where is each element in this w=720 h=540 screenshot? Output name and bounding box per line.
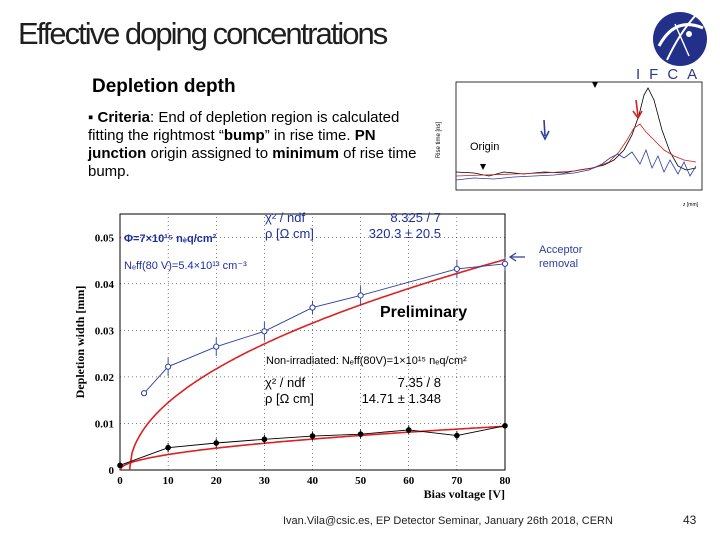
data-point	[357, 431, 364, 437]
fit-box-non-irradiated: χ² / ndf 7.35 / 8 ρ [Ω cm] 14.71 ± 1.348	[265, 375, 441, 407]
data-point	[453, 265, 460, 273]
x-tick-label: 10	[163, 475, 175, 487]
data-point	[405, 427, 412, 433]
plot-frame	[119, 213, 506, 471]
acceptor-arrow-icon	[508, 252, 525, 262]
data-point	[309, 433, 316, 439]
data-point	[454, 432, 460, 439]
acceptor-label-1: Acceptor	[539, 244, 583, 256]
data-point	[502, 422, 508, 429]
x-tick-label: 70	[451, 475, 463, 487]
y-tick-label: 0.02	[95, 372, 115, 384]
data-point	[261, 436, 268, 443]
x-axis-label: Bias voltage [V]	[424, 487, 505, 501]
data-point	[140, 390, 148, 397]
criteria-min: minimum	[272, 145, 339, 162]
data-point	[117, 462, 123, 469]
series-line	[143, 263, 506, 394]
y-tick-label: 0.03	[95, 325, 115, 337]
data-point	[501, 260, 509, 267]
data-point	[309, 304, 316, 311]
x-tick-label: 40	[307, 475, 319, 487]
inset-red-curve	[455, 123, 697, 177]
y-tick-label: 0.05	[95, 232, 115, 244]
inset-xlabel: z [mm]	[683, 202, 699, 208]
preliminary-label: Preliminary	[380, 304, 468, 321]
fit2-chi2-value: 7.35 / 8	[397, 375, 441, 390]
x-tick-label: 50	[355, 475, 367, 487]
inset-red-arrow-icon	[632, 99, 643, 120]
data-point	[357, 292, 364, 299]
x-tick-label: 0	[117, 475, 123, 487]
inset-blue-arrow-icon	[540, 119, 550, 141]
criteria-bump: bump	[223, 127, 265, 144]
page-number: 43	[683, 513, 697, 527]
criteria-text: ▪ Criteria: End of depletion region is c…	[88, 109, 418, 181]
ifca-logo-icon	[653, 12, 707, 66]
data-point	[165, 363, 172, 370]
non-irradiated-label: Non-irradiated: Nₑff(80V)=1×10¹⁵ nₑq/cm²	[266, 355, 467, 367]
inset-blue-curve	[455, 148, 697, 181]
y-axis-label: Depletion width [mm]	[73, 286, 87, 399]
fit2-rho-label: ρ [Ω cm]	[265, 391, 314, 406]
fit1-rho-label: ρ [Ω cm]	[265, 226, 314, 241]
inset-risetime-plot: Rise time [ns] z [mm] Origin	[436, 81, 703, 208]
logo-text: IFCA	[636, 66, 707, 83]
data-point	[213, 440, 220, 446]
x-tick-label: 60	[403, 475, 415, 487]
inset-ylabel: Rise time [ns]	[436, 121, 442, 158]
criteria-part-1: : End of depletion region is calculated …	[88, 109, 400, 144]
slide-title: Effective doping concentrations	[18, 16, 388, 51]
fit2-rho-value: 14.71 ± 1.348	[361, 391, 441, 406]
fit2-chi2-label: χ² / ndf	[265, 375, 306, 390]
x-tick-label: 20	[211, 475, 223, 487]
inset-origin-marker-icon	[480, 164, 486, 170]
fit1-chi2-value: 8.325 / 7	[390, 210, 441, 225]
inset-peak-marker-icon	[592, 82, 598, 88]
acceptor-label-2: removal	[539, 258, 579, 270]
criteria-head: Criteria	[97, 109, 151, 126]
y-tick-label: 0	[109, 465, 115, 477]
data-point	[213, 343, 220, 350]
criteria-part-4: of rise time bump.	[88, 145, 417, 180]
footer-text: Ivan.Vila@csic.es, EP Detector Seminar, …	[283, 515, 613, 527]
criteria-part-2: ” in rise time.	[264, 127, 355, 144]
section-title: Depletion depth	[92, 76, 236, 97]
fit1-chi2-label: χ² / ndf	[265, 210, 306, 225]
x-tick-label: 30	[259, 475, 271, 487]
criteria-bullet: ▪	[88, 109, 94, 126]
y-tick-label: 0.04	[95, 279, 115, 291]
x-tick-label: 80	[500, 475, 512, 487]
data-point	[261, 328, 268, 335]
depletion-width-chart: 00.010.020.030.040.05 0 10 20 30 40 50 60 70 80 …	[73, 213, 525, 501]
neff-irradiated-label: Nₑff(80 V)=5.4×10¹³ cm⁻³	[124, 260, 247, 272]
criteria-part-3: origin assigned to	[146, 145, 273, 162]
fit-box-irradiated: χ² / ndf 8.325 / 7 ρ [Ω cm] 320.3 ± 20.5	[265, 210, 441, 242]
fit1-rho-value: 320.3 ± 20.5	[368, 226, 441, 241]
fit-curve	[128, 258, 506, 470]
inset-origin-label: Origin	[470, 141, 499, 153]
fluence-label: Φ=7×10¹⁵ nₑq/cm²	[124, 233, 217, 245]
criteria-pn: PN junction	[88, 127, 376, 162]
data-point	[165, 444, 171, 451]
y-tick-label: 0.01	[95, 418, 114, 430]
